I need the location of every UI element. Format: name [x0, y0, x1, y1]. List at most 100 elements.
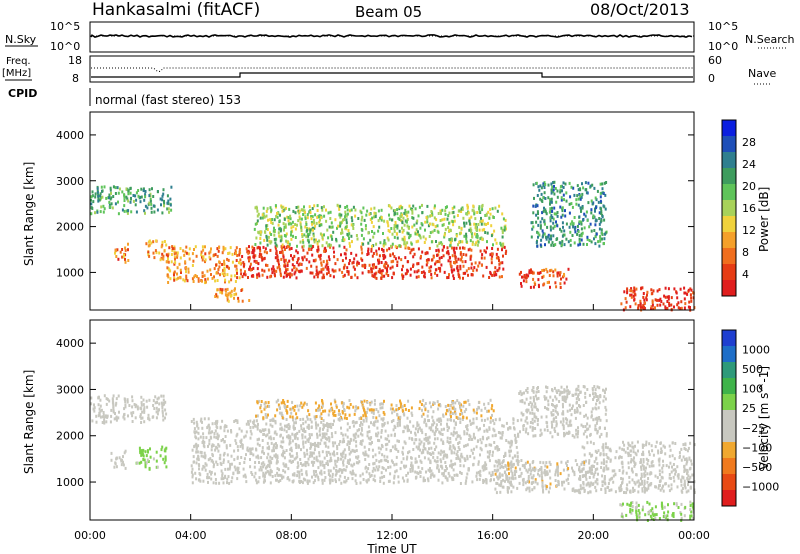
data-cell [652, 289, 655, 293]
data-cell [127, 199, 130, 203]
data-cell [235, 292, 238, 296]
data-cell [243, 262, 246, 266]
data-cell [519, 399, 522, 403]
data-cell [340, 468, 343, 472]
data-cell [441, 481, 444, 485]
data-cell [295, 412, 298, 416]
data-cell [532, 211, 535, 215]
data-cell [435, 249, 438, 253]
data-cell [441, 433, 444, 436]
data-cell [306, 415, 309, 419]
data-cell [440, 263, 443, 267]
data-cell [542, 461, 545, 465]
data-cell [656, 298, 659, 302]
data-cell [301, 258, 304, 262]
data-cell [381, 269, 384, 273]
data-cell [103, 418, 106, 422]
data-cell [387, 238, 390, 242]
data-cell [433, 459, 436, 463]
data-cell [372, 274, 375, 278]
data-cell [219, 290, 222, 294]
data-cell [298, 211, 301, 215]
data-cell [338, 409, 341, 413]
data-cell [201, 271, 204, 275]
data-cell [559, 282, 562, 286]
data-cell [531, 388, 534, 392]
data-cell [380, 417, 383, 421]
data-cell [112, 406, 115, 410]
data-cell [602, 388, 604, 392]
data-cell [511, 465, 514, 468]
data-cell [676, 296, 679, 300]
data-cell [452, 468, 455, 472]
data-cell [461, 240, 464, 244]
data-cell [351, 472, 353, 476]
data-cell [431, 429, 434, 433]
data-cell [517, 432, 520, 436]
data-cell [317, 478, 320, 482]
data-cell [331, 441, 334, 445]
data-cell [412, 255, 415, 259]
data-cell [109, 188, 112, 192]
data-cell [281, 416, 284, 420]
data-cell [210, 477, 213, 481]
data-cell [510, 442, 513, 446]
data-cell [386, 442, 389, 446]
data-cell [321, 460, 324, 464]
data-cell [127, 189, 130, 193]
data-cell [529, 472, 532, 476]
data-cell [641, 305, 644, 309]
data-cell [456, 268, 459, 272]
data-cell [175, 277, 178, 281]
data-cell [418, 407, 421, 411]
data-cell [204, 252, 207, 256]
data-cell [99, 210, 102, 214]
data-cell [550, 237, 553, 241]
data-cell [484, 467, 486, 471]
data-cell [664, 305, 667, 309]
data-cell [659, 297, 662, 301]
data-cell [310, 217, 313, 220]
data-cell [500, 482, 503, 485]
data-cell [626, 287, 629, 291]
data-cell [384, 242, 387, 246]
data-cell [298, 475, 301, 479]
data-cell [513, 433, 516, 437]
data-cell [322, 463, 325, 467]
data-cell [372, 422, 375, 426]
data-cell [360, 222, 363, 226]
data-cell [173, 252, 176, 256]
data-cell [604, 391, 606, 395]
data-cell [100, 408, 103, 412]
data-cell [449, 264, 452, 268]
data-cell [132, 194, 135, 197]
data-cell [320, 216, 323, 220]
data-cell [204, 468, 207, 472]
data-cell [164, 449, 167, 453]
data-cell [111, 398, 114, 402]
data-cell [406, 268, 409, 272]
data-cell [205, 436, 208, 440]
data-cell [150, 241, 153, 245]
data-cell [660, 300, 663, 303]
data-cell [150, 206, 153, 210]
data-cell [314, 401, 317, 405]
data-cell [533, 412, 536, 416]
data-cell [573, 473, 576, 477]
data-cell [523, 275, 526, 279]
data-cell [633, 298, 636, 302]
data-cell [620, 302, 623, 306]
data-cell [432, 451, 435, 455]
data-cell [365, 419, 368, 423]
data-cell [342, 463, 345, 467]
data-cell [561, 390, 564, 394]
data-cell [160, 203, 162, 207]
data-cell [166, 194, 169, 198]
data-cell [302, 477, 305, 481]
data-cell [537, 278, 540, 282]
data-cell [357, 455, 360, 459]
data-cell [246, 446, 249, 450]
data-cell [325, 219, 328, 223]
data-cell [489, 398, 492, 402]
data-cell [268, 465, 271, 468]
